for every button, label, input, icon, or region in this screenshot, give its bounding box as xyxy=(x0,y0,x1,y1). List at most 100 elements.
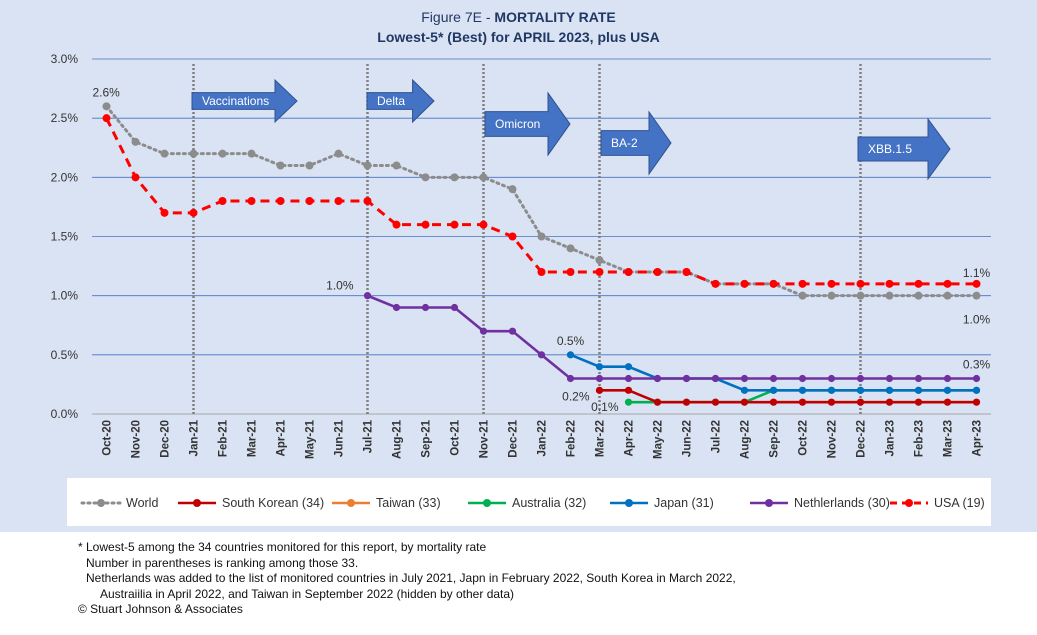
data-point xyxy=(653,398,662,406)
data-point xyxy=(798,291,807,300)
series-line xyxy=(570,353,977,392)
x-tick-label: Oct-21 xyxy=(450,419,462,455)
legend-item: USA (19) xyxy=(887,494,985,512)
data-point xyxy=(450,303,459,312)
data-point xyxy=(102,102,111,111)
x-tick-label: Dec-20 xyxy=(160,420,172,458)
data-point xyxy=(856,291,865,300)
data-point xyxy=(682,398,691,406)
data-point xyxy=(595,374,604,383)
data-point xyxy=(740,386,749,394)
data-point xyxy=(856,374,865,383)
data-point xyxy=(914,386,923,394)
chart-legend: World South Korean (34) Taiwan (33) Austral… xyxy=(67,478,991,526)
data-point xyxy=(276,161,285,170)
data-point xyxy=(450,220,459,229)
event-arrow xyxy=(600,110,672,176)
legend-swatch xyxy=(750,499,788,507)
data-label: 0.5% xyxy=(557,334,585,348)
data-point xyxy=(885,398,894,406)
data-point xyxy=(566,268,575,276)
data-point xyxy=(276,197,285,205)
event-arrow-label: Vaccinations xyxy=(202,94,269,108)
footnote-3: Netherlands was added to the list of mon… xyxy=(86,571,736,585)
event-arrow-label: BA-2 xyxy=(611,136,638,150)
data-point xyxy=(595,268,604,276)
data-point xyxy=(363,161,372,170)
legend-swatch xyxy=(890,499,928,507)
title-separator: - xyxy=(481,9,495,25)
y-tick-label: 0.5% xyxy=(51,348,79,362)
legend-label: Nethlerlands (30) xyxy=(794,496,890,510)
event-arrow xyxy=(366,78,435,124)
data-point xyxy=(479,220,488,229)
data-point xyxy=(392,303,401,312)
legend-item: World xyxy=(79,494,158,512)
legend-item: Taiwan (33) xyxy=(329,494,441,512)
chart-area: Figure 7E - MORTALITY RATE Lowest-5* (Be… xyxy=(0,0,1037,532)
data-point xyxy=(392,220,401,229)
data-point xyxy=(827,398,836,406)
legend-swatch xyxy=(332,499,370,507)
data-point xyxy=(566,374,575,383)
event-arrow xyxy=(857,117,951,181)
legend-item: South Korean (34) xyxy=(175,494,324,512)
y-tick-label: 2.0% xyxy=(51,170,79,184)
x-tick-label: Feb-22 xyxy=(566,420,578,457)
data-point xyxy=(537,268,546,276)
footnote-1: * Lowest-5 among the 34 countries monito… xyxy=(78,540,487,554)
data-point xyxy=(798,279,807,288)
x-tick-label: Jul-21 xyxy=(363,419,375,453)
data-point xyxy=(624,398,633,406)
data-point xyxy=(972,386,981,394)
event-arrow-label: Delta xyxy=(377,94,405,108)
data-point xyxy=(218,149,227,158)
x-tick-label: Mar-21 xyxy=(247,419,259,457)
data-point xyxy=(189,208,198,217)
data-point xyxy=(769,374,778,383)
data-point xyxy=(972,398,981,406)
legend-swatch xyxy=(468,499,506,507)
legend-label: Australia (32) xyxy=(512,496,587,510)
data-point xyxy=(943,386,952,394)
data-point xyxy=(943,398,952,406)
data-point xyxy=(827,291,836,300)
data-point xyxy=(682,268,691,276)
legend-label: Japan (31) xyxy=(654,496,714,510)
data-point xyxy=(566,244,575,253)
data-point xyxy=(653,374,662,383)
data-point xyxy=(247,149,256,158)
data-point xyxy=(160,149,169,158)
data-point xyxy=(421,173,430,182)
x-tick-label: Mar-22 xyxy=(595,420,607,457)
data-point xyxy=(595,386,604,394)
x-tick-label: Dec-22 xyxy=(856,420,868,458)
data-point xyxy=(334,197,343,205)
data-point xyxy=(798,374,807,383)
x-tick-label: May-21 xyxy=(305,419,317,459)
x-tick-label: Sep-21 xyxy=(421,419,433,457)
x-tick-label: Nov-22 xyxy=(827,420,839,458)
legend-label: Taiwan (33) xyxy=(376,496,441,510)
data-label: 1.1% xyxy=(963,266,991,280)
y-tick-label: 1.5% xyxy=(51,230,79,244)
data-point xyxy=(566,351,575,359)
data-point xyxy=(711,279,720,288)
data-point xyxy=(827,279,836,288)
title-main: MORTALITY RATE xyxy=(494,9,616,25)
data-point xyxy=(914,374,923,383)
data-point xyxy=(421,303,430,312)
y-tick-label: 0.0% xyxy=(51,407,79,421)
x-tick-label: Jun-22 xyxy=(682,420,694,457)
x-tick-label: Jun-21 xyxy=(334,419,346,457)
event-arrow-label: Omicron xyxy=(495,117,540,131)
data-point xyxy=(218,197,227,205)
data-point xyxy=(943,279,952,288)
event-arrow xyxy=(191,78,298,124)
legend-label: USA (19) xyxy=(934,496,985,510)
data-point xyxy=(943,374,952,383)
data-point xyxy=(363,197,372,205)
data-point xyxy=(479,173,488,182)
data-point xyxy=(131,173,140,182)
data-point xyxy=(972,291,981,300)
